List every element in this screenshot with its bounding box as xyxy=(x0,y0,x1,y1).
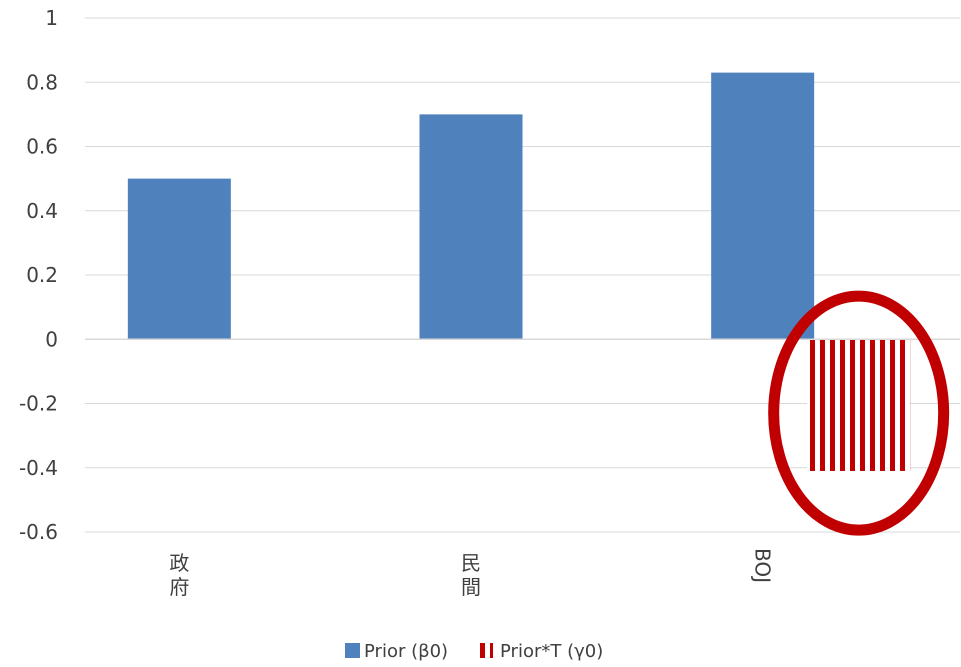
y-tick-label: 0.6 xyxy=(26,135,58,159)
y-tick-label: 0.8 xyxy=(26,70,58,94)
bar-prior-beta0 xyxy=(127,178,231,340)
y-tick-label: 0.2 xyxy=(26,263,58,287)
bar-prior-t-gamma0 xyxy=(807,339,911,471)
legend-swatch-prior-t-gamma0 xyxy=(478,643,493,658)
x-tick-label: BOJ xyxy=(751,548,775,583)
y-tick-label: 0 xyxy=(45,327,58,351)
x-tick-label: 民間 xyxy=(461,551,481,599)
x-tick-label: 政府 xyxy=(169,551,189,599)
bar-prior-beta0 xyxy=(419,114,523,340)
y-tick-label: 0.4 xyxy=(26,199,58,223)
bars xyxy=(127,72,911,471)
y-tick-label: -0.4 xyxy=(19,456,58,480)
y-axis-ticks: 1 0.8 0.6 0.4 0.2 0 -0.2 -0.4 -0.6 xyxy=(19,6,58,544)
legend: Prior (β0) Prior*T (γ0) xyxy=(345,641,603,662)
legend-label-prior-beta0: Prior (β0) xyxy=(364,641,448,662)
legend-swatch-prior-beta0 xyxy=(345,643,360,658)
y-tick-label: -0.2 xyxy=(19,392,58,416)
bar-prior-beta0 xyxy=(711,72,815,340)
y-tick-label: 1 xyxy=(45,6,58,30)
highlight-ellipse xyxy=(768,290,950,536)
legend-label-prior-t-gamma0: Prior*T (γ0) xyxy=(500,641,603,662)
y-tick-label: -0.6 xyxy=(19,520,58,544)
x-axis-ticks: 政府 民間 BOJ xyxy=(169,548,774,599)
